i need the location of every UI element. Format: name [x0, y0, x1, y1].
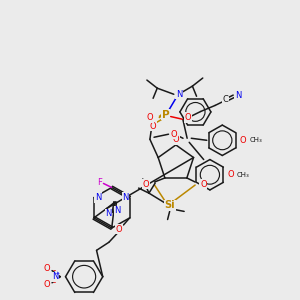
Text: +: + [55, 271, 60, 276]
Text: O: O [227, 170, 234, 179]
Text: N: N [176, 90, 182, 99]
Text: N: N [115, 206, 121, 215]
Text: F: F [97, 178, 102, 187]
Text: O: O [143, 179, 150, 188]
Text: -: - [52, 278, 56, 287]
Text: N: N [105, 209, 112, 218]
Text: O: O [170, 130, 177, 139]
Text: Si: Si [164, 200, 175, 210]
Text: CH₃: CH₃ [237, 172, 250, 178]
Text: O: O [116, 225, 123, 234]
Text: N: N [95, 193, 101, 202]
Text: N: N [235, 91, 241, 100]
Text: O: O [172, 135, 179, 144]
Text: P: P [162, 110, 169, 119]
Text: CH₃: CH₃ [249, 137, 262, 143]
Text: O: O [44, 264, 50, 273]
Text: N: N [52, 272, 58, 281]
Text: O: O [185, 113, 192, 122]
Text: O: O [150, 122, 156, 130]
Text: O: O [240, 136, 246, 145]
Text: C: C [223, 95, 229, 104]
Text: O: O [44, 280, 50, 289]
Text: N: N [122, 193, 129, 202]
Text: O: O [200, 179, 207, 188]
Text: O: O [147, 113, 153, 122]
Text: -: - [52, 266, 56, 275]
